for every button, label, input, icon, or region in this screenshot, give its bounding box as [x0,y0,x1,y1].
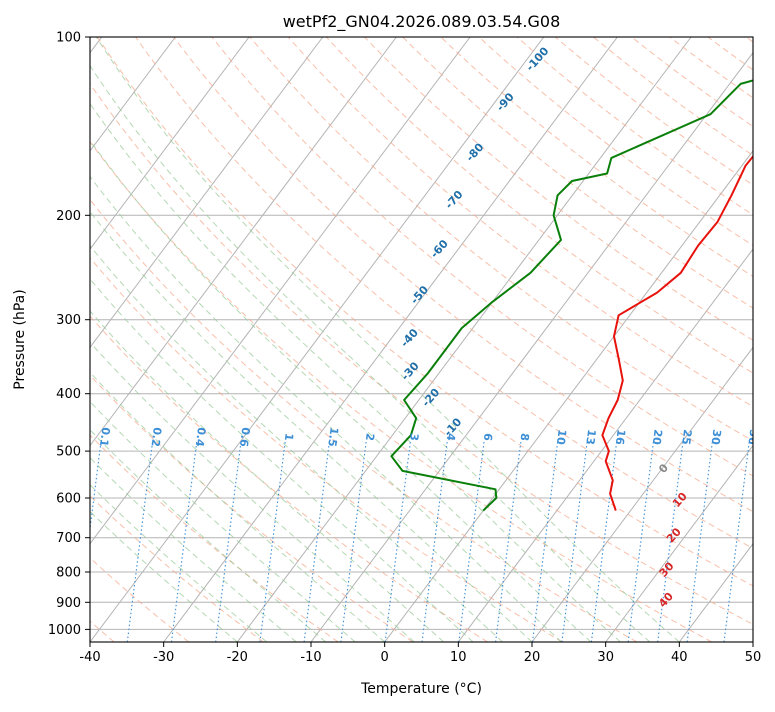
dry-adiabat-label: 20 [664,525,684,545]
x-tick-label: 10 [450,650,467,665]
y-tick-label: 600 [56,492,81,507]
moist-adiabat-line [0,37,237,642]
dry-adiabat-line [403,37,775,642]
x-tick-label: 30 [597,650,614,665]
isotherm-label: -60 [428,237,451,261]
isohume-label: 6 [481,432,495,442]
isohume-label: 10 [554,429,569,446]
dry-adiabat-line [326,37,775,642]
isotherm-line [164,37,618,642]
isohume-label: 13 [583,429,598,446]
isohume-line [172,441,197,642]
dry-adiabat-line [708,37,775,642]
dry-adiabat-line [441,37,775,642]
isotherm-line [458,37,775,642]
isohume-label: 8 [518,432,532,441]
y-tick-label: 200 [56,209,81,224]
x-tick-label: 0 [381,650,389,665]
x-tick-label: 20 [524,650,541,665]
moist-adiabat-line [1,37,562,642]
x-axis-label: Temperature (°C) [360,681,482,697]
isotherm-line [532,37,775,642]
x-tick-label: 50 [745,650,762,665]
moist-adiabat-line [0,37,267,642]
y-tick-label: 100 [56,31,81,46]
x-tick-label: -20 [227,650,248,665]
isohume-line [591,441,616,642]
isotherm-label: -30 [399,359,422,383]
dry-adiabat-line [0,37,413,642]
isohume-label: 0.1 [97,427,112,448]
isotherm-line [679,37,775,642]
dry-adiabat-line [555,37,775,642]
dry-adiabat-label: 30 [657,559,677,579]
isohume-line [687,441,712,642]
y-tick-label: 1000 [48,623,81,638]
isohume-label: 3 [407,432,421,441]
isohume-line [562,441,587,642]
y-tick-label: 500 [56,445,81,460]
isohume-label: 20 [650,429,665,446]
moist-adiabat-line [0,37,385,642]
moist-adiabat-line [0,37,503,642]
isohume-label: 0.6 [237,427,252,448]
isotherm-label: -20 [419,386,442,410]
isotherm-line [0,37,249,642]
isohume-line [127,441,152,642]
x-tick-label: -30 [153,650,174,665]
y-tick-label: 900 [56,596,81,611]
chart-title: wetPf2_GN04.2026.089.03.54.G08 [283,12,561,32]
isotherm-line [753,37,775,642]
isohume-line [533,441,558,642]
isotherm-line [0,37,396,642]
isohume-label: 1.5 [325,427,340,448]
isotherm-label: -50 [408,283,431,307]
isohume-label: 1 [282,432,296,441]
x-tick-label: 40 [671,650,688,665]
dry-adiabat-label: 10 [670,490,690,510]
moist-adiabat-line [0,37,414,642]
isohume-line [724,441,749,642]
dry-adiabat-line [21,37,712,642]
isotherm-label: -80 [464,140,487,164]
isotherm-label: -40 [398,326,421,350]
isohume-line [628,441,653,642]
moist-adiabat-line [0,37,296,642]
isohume-label: 0.2 [149,427,164,448]
y-tick-label: 400 [56,387,81,402]
isohume-label: 16 [613,429,628,446]
y-axis-label: Pressure (hPa) [12,289,28,389]
y-tick-label: 300 [56,313,81,328]
dry-adiabat-label: 40 [656,590,676,610]
moist-adiabat-line [24,37,591,642]
x-tick-label: -10 [300,650,321,665]
isohume-line [304,441,329,642]
dry-adiabat-line [0,37,562,642]
isotherm-line [385,37,775,642]
isohume-line [341,441,366,642]
isotherm-label: -90 [494,90,517,114]
isohume-line [260,441,285,642]
y-tick-label: 700 [56,531,81,546]
isohume-label: 30 [709,429,724,446]
x-tick-label: -40 [79,650,100,665]
isohume-label: 25 [679,429,694,446]
isotherm-label: -100 [523,44,551,73]
isohume-label: 2 [363,432,377,441]
dry-adiabat-line [288,37,775,642]
isohume-label: 0.4 [193,427,208,448]
moist-adiabat-line [48,37,621,642]
y-tick-label: 800 [56,566,81,581]
isotherm-line [90,37,544,642]
isotherm-line [311,37,765,642]
moist-adiabat-line [0,37,355,642]
background-lines [0,37,775,642]
dry-adiabat-line [0,37,264,642]
moist-adiabat-line [0,37,326,642]
dry-adiabat-line [746,37,775,642]
moist-adiabat-line [0,37,444,642]
